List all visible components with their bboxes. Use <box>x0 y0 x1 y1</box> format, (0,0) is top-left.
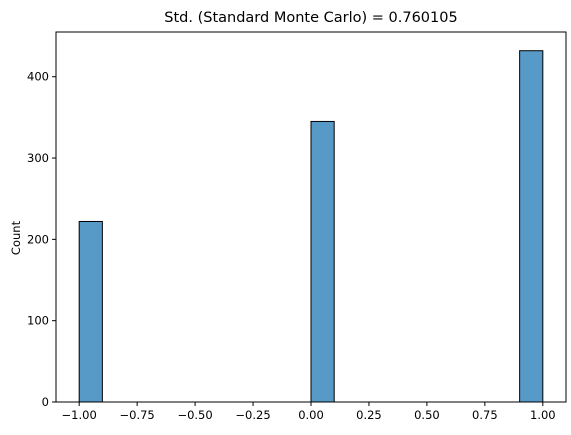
x-tick-label: 0.50 <box>414 408 440 422</box>
x-tick-label: 0.75 <box>472 408 498 422</box>
x-tick-label: −0.25 <box>235 408 270 422</box>
x-tick-label: 0.00 <box>298 408 324 422</box>
y-tick-label: 200 <box>27 232 49 246</box>
histogram-bar <box>310 120 335 403</box>
x-ticks-group: −1.00 −0.75 −0.50 −0.25 0.00 0.25 0.50 0.75 1.00 <box>62 402 556 422</box>
x-tick-label: −0.50 <box>177 408 212 422</box>
bars-group <box>78 50 544 403</box>
chart-title: Std. (Standard Monte Carlo) = 0.760105 <box>164 10 457 26</box>
histogram-bar <box>78 220 103 403</box>
x-tick-label: −1.00 <box>62 408 97 422</box>
histogram-bar <box>519 50 544 403</box>
y-axis-label: Count <box>9 220 23 255</box>
x-tick-label: 0.25 <box>356 408 382 422</box>
y-tick-label: 400 <box>27 70 49 84</box>
y-tick-label: 100 <box>27 314 49 328</box>
x-tick-label: 1.00 <box>530 408 556 422</box>
x-tick-label: −0.75 <box>120 408 155 422</box>
y-tick-label: 300 <box>27 151 49 165</box>
y-tick-label: 0 <box>42 395 49 409</box>
plot-frame <box>55 31 567 403</box>
y-ticks-group: 0 100 200 300 400 <box>27 70 56 409</box>
